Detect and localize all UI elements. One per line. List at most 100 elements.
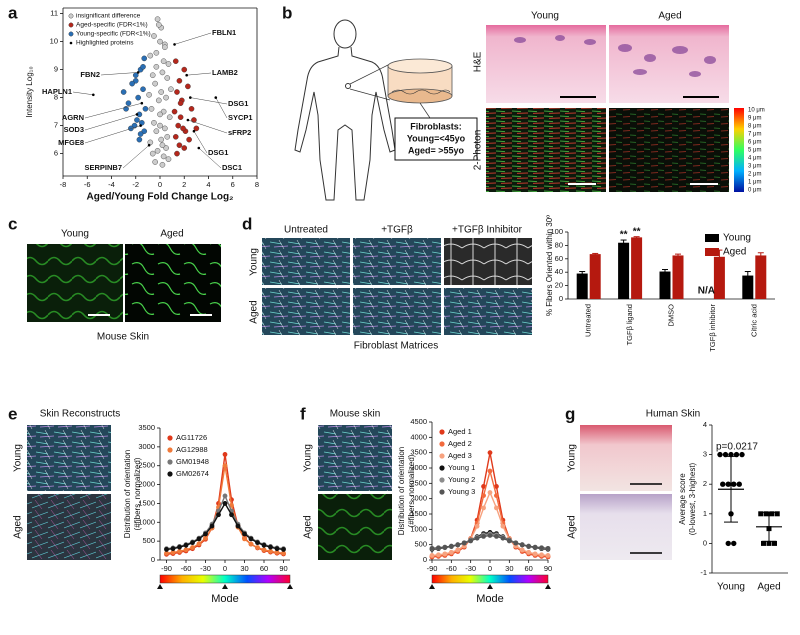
point bbox=[146, 92, 152, 98]
point bbox=[274, 550, 280, 555]
point bbox=[160, 58, 167, 65]
micrograph bbox=[318, 425, 392, 491]
point bbox=[163, 94, 169, 101]
highlight-point bbox=[186, 118, 190, 122]
y-axis-label: Average score bbox=[678, 473, 687, 525]
row-heading: Young bbox=[13, 444, 24, 472]
legend-label: Young 3 bbox=[448, 487, 475, 496]
point bbox=[147, 52, 154, 59]
highlight-point bbox=[189, 96, 192, 99]
y-tick-label: 1000 bbox=[138, 517, 155, 526]
y-axis-label: (0-lowest, 3-highest) bbox=[688, 462, 697, 535]
x-tick-label: 60 bbox=[260, 564, 268, 573]
point bbox=[120, 89, 127, 95]
caption: Mouse Skin bbox=[97, 332, 149, 343]
annotation: N/A bbox=[698, 286, 715, 297]
point bbox=[487, 468, 493, 474]
legend-label: GM01948 bbox=[176, 457, 209, 466]
point bbox=[429, 545, 435, 551]
point bbox=[474, 535, 480, 541]
point bbox=[168, 86, 174, 92]
y-tick-label: 2000 bbox=[410, 494, 427, 503]
point bbox=[171, 108, 178, 115]
point bbox=[196, 541, 202, 547]
point bbox=[545, 545, 551, 551]
point bbox=[506, 538, 512, 544]
panel-title: Mouse skin bbox=[330, 409, 381, 420]
colorbar-label: 7 μm bbox=[748, 132, 761, 138]
point bbox=[181, 66, 188, 73]
point bbox=[731, 481, 737, 487]
leader-line bbox=[100, 72, 139, 76]
point bbox=[731, 540, 737, 547]
point bbox=[222, 452, 228, 457]
x-tick-label: -30 bbox=[465, 564, 476, 573]
leader-line bbox=[419, 102, 431, 119]
bar bbox=[576, 273, 588, 299]
point bbox=[545, 553, 551, 558]
point bbox=[177, 100, 184, 106]
point bbox=[193, 125, 200, 132]
highlight-point bbox=[139, 124, 142, 127]
leader-line bbox=[193, 131, 208, 154]
point bbox=[222, 493, 228, 499]
point bbox=[481, 505, 486, 511]
point bbox=[160, 153, 167, 160]
point bbox=[164, 550, 169, 556]
y-axis-label: Distribution of orientation bbox=[123, 450, 132, 539]
point-label: sFRP2 bbox=[228, 128, 251, 137]
y-axis-label: Distribution of orientation bbox=[397, 447, 406, 536]
colorbar-marker bbox=[429, 584, 435, 589]
point bbox=[152, 80, 158, 87]
point bbox=[481, 493, 486, 498]
point bbox=[474, 523, 480, 529]
point-label: SOD3 bbox=[64, 125, 84, 134]
panel-label: c bbox=[8, 214, 17, 233]
x-tick-label: Aged bbox=[757, 582, 780, 593]
legend-label: GM02674 bbox=[176, 469, 209, 478]
point bbox=[281, 550, 286, 556]
legend-label: Young 1 bbox=[448, 463, 475, 472]
colorbar-label: 10 μm bbox=[748, 108, 765, 114]
y-axis-label: Intensity Log₁₀ bbox=[25, 66, 34, 117]
legend-label: AG11726 bbox=[176, 433, 207, 442]
point bbox=[142, 106, 149, 112]
x-tick-label: DMSO bbox=[666, 304, 675, 327]
point bbox=[158, 136, 165, 143]
point bbox=[190, 540, 195, 546]
point bbox=[153, 128, 160, 134]
colorbar-label: Mode bbox=[476, 593, 504, 605]
panel-label: e bbox=[8, 404, 17, 423]
y-tick-label: 1500 bbox=[410, 509, 427, 518]
point bbox=[125, 100, 132, 106]
micrograph bbox=[444, 288, 532, 335]
legend-marker bbox=[439, 441, 445, 447]
point bbox=[176, 78, 183, 84]
legend-marker bbox=[439, 429, 445, 435]
point bbox=[186, 136, 192, 143]
y-tick-label: 0 bbox=[423, 555, 427, 564]
box-text: Young=<45yo bbox=[407, 133, 466, 143]
row-heading: Young bbox=[303, 444, 314, 472]
y-tick-label: 11 bbox=[50, 9, 58, 18]
point bbox=[222, 463, 228, 469]
micrograph bbox=[262, 288, 350, 335]
point-label: SYCP1 bbox=[228, 113, 253, 122]
leader-line bbox=[198, 147, 222, 169]
point bbox=[261, 547, 267, 553]
leader-line bbox=[84, 114, 138, 131]
x-tick-label: TGFβ inhibitor bbox=[708, 304, 717, 352]
point bbox=[222, 501, 228, 506]
x-tick-label: 0 bbox=[223, 564, 227, 573]
point bbox=[151, 33, 157, 39]
point bbox=[519, 547, 525, 553]
series-line bbox=[166, 465, 284, 554]
highlight-point bbox=[147, 143, 151, 147]
point bbox=[153, 64, 160, 70]
point-label: DSG1 bbox=[228, 99, 248, 108]
point bbox=[248, 536, 254, 542]
micrograph bbox=[486, 108, 606, 192]
legend-label: insignificant difference bbox=[76, 13, 141, 20]
legend-marker bbox=[439, 477, 445, 483]
point bbox=[152, 159, 158, 165]
